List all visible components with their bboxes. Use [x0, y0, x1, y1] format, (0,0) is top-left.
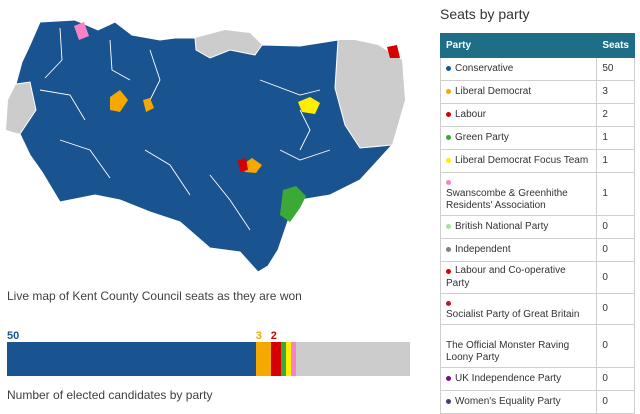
bar-label-labour: 2: [270, 330, 277, 342]
map-area-libdem-1: [110, 90, 128, 112]
party-color-swatch: [446, 158, 451, 164]
party-name: Liberal Democrat: [455, 85, 532, 97]
header-seats: Seats: [596, 33, 635, 58]
party-cell: Swanscombe & Greenhithe Residents' Assoc…: [439, 172, 598, 216]
table-row: Women's Equality Party 0: [439, 390, 635, 414]
party-cell: Labour: [439, 103, 598, 127]
party-color-swatch: [446, 135, 451, 141]
table-row: UK Independence Party 0: [439, 367, 635, 392]
party-cell: Women's Equality Party: [439, 390, 598, 414]
seat-count: 0: [596, 367, 635, 392]
seat-count: 50: [596, 57, 635, 81]
map-area-residents-association: [74, 22, 89, 40]
party-name: Liberal Democrat Focus Team: [455, 154, 589, 166]
party-color-swatch: [446, 301, 451, 307]
party-name: Conservative: [455, 62, 514, 74]
table-row: Liberal Democrat 3: [439, 80, 635, 104]
bar-label-libdem: 3: [255, 330, 262, 342]
seat-count: 0: [596, 260, 635, 295]
party-name: Labour and Co-operative Party: [446, 265, 566, 289]
seats-table-header: Party Seats: [439, 33, 635, 58]
seat-count: 0: [596, 324, 635, 369]
table-row: Liberal Democrat Focus Team 1: [439, 149, 635, 173]
table-row: Labour 2: [439, 103, 635, 127]
party-color-swatch: [446, 89, 451, 95]
bar-label-conservative: 50: [7, 330, 20, 342]
party-name: Socialist Party of Great Britain: [446, 309, 580, 321]
map-area-labour-2: [238, 158, 248, 172]
seats-table: Party Seats Conservative 50 Liberal Democr…: [439, 33, 635, 414]
party-cell: Liberal Democrat: [439, 80, 598, 104]
party-color-swatch: [446, 399, 451, 405]
party-name: Independent: [455, 243, 511, 255]
map-area-libdem-2: [143, 98, 154, 112]
party-name: The Official Monster Raving Loony Party: [446, 340, 570, 364]
map-area-libdem-focus: [298, 97, 320, 114]
table-row: Independent 0: [439, 238, 635, 262]
seat-count: 1: [596, 126, 635, 150]
seat-count: 1: [596, 172, 635, 216]
party-cell: UK Independence Party: [439, 367, 598, 392]
bar-segment: [285, 342, 291, 376]
party-cell: Conservative: [439, 57, 598, 81]
table-row: Socialist Party of Great Britain 0: [439, 293, 635, 326]
bar-segment: [270, 342, 281, 376]
seat-count: 1: [596, 149, 635, 173]
seat-bar: [7, 342, 410, 376]
party-name: British National Party: [455, 220, 549, 232]
table-row: Green Party 1: [439, 126, 635, 150]
seat-count: 0: [596, 293, 635, 326]
panel-title: Seats by party: [440, 6, 530, 22]
table-row: The Official Monster Raving Loony Party 0: [439, 324, 635, 369]
party-cell: Liberal Democrat Focus Team: [439, 149, 598, 173]
party-color-swatch: [446, 332, 451, 338]
party-color-swatch: [446, 224, 451, 230]
seat-count: 2: [596, 103, 635, 127]
bar-segment: [255, 342, 271, 376]
party-cell: The Official Monster Raving Loony Party: [439, 324, 598, 369]
seat-count: 3: [596, 80, 635, 104]
seat-bar-labels: 50 3 2: [7, 330, 410, 344]
party-cell: Green Party: [439, 126, 598, 150]
map-area-undeclared-north: [195, 30, 262, 58]
table-row: Swanscombe & Greenhithe Residents' Assoc…: [439, 172, 635, 216]
bar-segment: [280, 342, 286, 376]
party-color-swatch: [446, 247, 451, 253]
party-cell: Labour and Co-operative Party: [439, 260, 598, 295]
seat-count: 0: [596, 215, 635, 239]
header-party: Party: [439, 33, 598, 58]
map-caption: Live map of Kent County Council seats as…: [7, 289, 302, 303]
table-row: British National Party 0: [439, 215, 635, 239]
bar-caption: Number of elected candidates by party: [7, 388, 213, 402]
bar-segment-undeclared: [295, 342, 410, 376]
party-cell: Socialist Party of Great Britain: [439, 293, 598, 326]
bar-segment: [7, 342, 256, 376]
party-name: Labour: [455, 108, 487, 120]
party-color-swatch: [446, 66, 451, 72]
party-cell: Independent: [439, 238, 598, 262]
table-row: Labour and Co-operative Party 0: [439, 260, 635, 295]
party-color-swatch: [446, 180, 451, 185]
party-name: Swanscombe & Greenhithe Residents' Assoc…: [446, 188, 568, 211]
party-name: Women's Equality Party: [455, 395, 561, 407]
party-color-swatch: [446, 112, 451, 118]
party-name: UK Independence Party: [455, 372, 562, 384]
party-name: Green Party: [455, 131, 509, 143]
map-area-green: [280, 186, 306, 222]
map-area-undeclared-east: [335, 40, 405, 148]
bar-segment: [290, 342, 296, 376]
seat-count: 0: [596, 238, 635, 262]
map-area-labour-1: [387, 45, 400, 58]
map-kent-conservative: [15, 19, 394, 273]
seat-count: 0: [596, 390, 635, 414]
party-color-swatch: [446, 376, 451, 382]
table-row: Conservative 50: [439, 57, 635, 81]
map-ward-borders: [39, 27, 331, 231]
party-cell: British National Party: [439, 215, 598, 239]
kent-seat-map: [6, 19, 405, 273]
party-color-swatch: [446, 268, 451, 274]
